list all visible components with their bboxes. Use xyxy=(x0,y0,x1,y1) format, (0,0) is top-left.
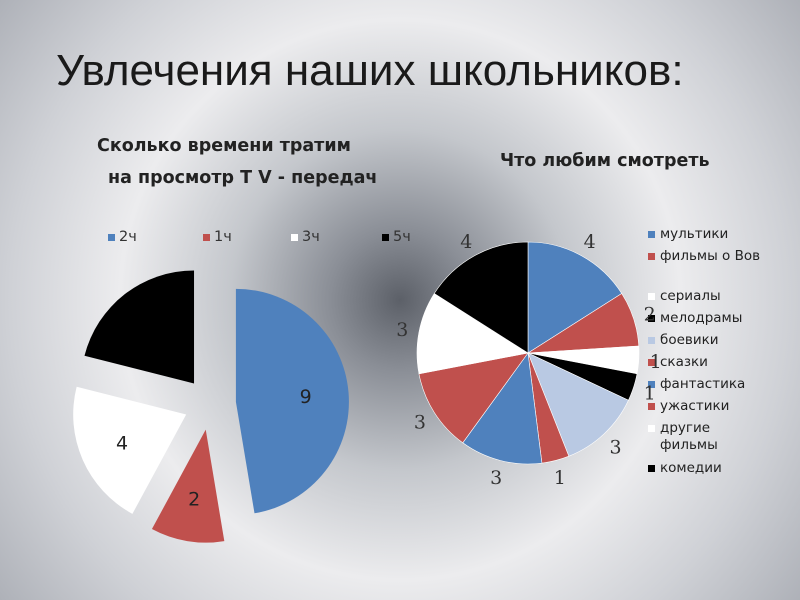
legend-swatch xyxy=(648,253,655,260)
pie2-data-label: 3 xyxy=(490,467,502,489)
chart2-title: Что любим смотреть xyxy=(500,151,710,171)
pie2-slice xyxy=(433,241,529,354)
legend-swatch xyxy=(648,359,655,366)
legend-label: фильмы о Вов xyxy=(660,248,761,264)
legend-label: сказки xyxy=(660,354,708,370)
pie1-slice xyxy=(84,270,195,384)
pie2-data-label: 1 xyxy=(554,467,566,489)
pie2-data-label: 4 xyxy=(584,231,596,253)
chart2-legend: мультики фильмы о Вов сериалы мелодрамы боев… xyxy=(648,226,798,482)
pie2-data-label: 3 xyxy=(610,436,622,458)
pie1-data-label: 9 xyxy=(300,386,312,408)
chart2-legend-item: другие фильмы xyxy=(648,420,798,460)
legend-label: мелодрамы xyxy=(660,310,743,326)
pie2-slice xyxy=(418,352,529,444)
legend-label: ужастики xyxy=(660,398,730,414)
pie1-slice xyxy=(73,386,187,514)
legend-label: сериалы xyxy=(660,288,721,304)
chart2-legend-item: мелодрамы xyxy=(648,310,798,332)
pie2-data-label: 2 xyxy=(644,303,656,325)
chart1-title-line2: на просмотр Т V - передач xyxy=(108,168,378,188)
legend-swatch xyxy=(648,293,655,300)
chart2-legend-item: ужастики xyxy=(648,398,798,420)
legend-label: 3ч xyxy=(302,229,320,245)
legend-label: фантастика xyxy=(660,376,746,392)
pie1-slice xyxy=(235,288,349,514)
legend-swatch xyxy=(203,233,210,241)
legend-swatch xyxy=(648,337,655,344)
chart2-legend-item: комедии xyxy=(648,460,798,482)
legend-swatch xyxy=(648,403,655,410)
legend-label: 2ч xyxy=(119,229,137,245)
pie1-slice xyxy=(151,429,225,543)
pie2-slice xyxy=(416,293,529,375)
legend-swatch xyxy=(648,315,655,322)
chart2-legend-item: сериалы xyxy=(648,288,798,310)
pie2-slice xyxy=(462,352,543,465)
pie2-data-label: 3 xyxy=(414,412,426,434)
slide-title: Увлечения наших школьников: xyxy=(56,46,684,95)
legend-swatch xyxy=(648,231,655,238)
chart1-legend-item: 5ч xyxy=(382,229,411,245)
chart1-legend-item: 3ч xyxy=(291,229,320,245)
legend-swatch xyxy=(291,233,298,241)
pie2-data-label: 4 xyxy=(460,231,472,253)
pie1-data-label: 2 xyxy=(188,489,200,511)
pie2-slice xyxy=(527,352,629,457)
chart1-legend-item: 2ч xyxy=(108,229,137,245)
chart2-legend-item: фильмы о Вов xyxy=(648,248,798,288)
legend-label: 5ч xyxy=(393,229,411,245)
legend-swatch xyxy=(382,233,389,241)
pie2-slice xyxy=(527,241,623,354)
pie2-data-label: 3 xyxy=(396,319,408,341)
pie2-data-label: 1 xyxy=(650,351,662,373)
chart2-legend-item: сказки xyxy=(648,354,798,376)
chart1-title-line1: Сколько времени тратим xyxy=(97,136,351,156)
legend-label: 1ч xyxy=(214,229,232,245)
legend-swatch xyxy=(108,233,115,241)
chart2-legend-item: мультики xyxy=(648,226,798,248)
legend-label: комедии xyxy=(660,460,722,476)
chart1-legend-item: 1ч xyxy=(203,229,232,245)
legend-swatch xyxy=(648,381,655,388)
legend-label: другие фильмы xyxy=(660,420,718,453)
pie1-data-label: 4 xyxy=(116,433,128,455)
pie2-data-label: 1 xyxy=(644,383,656,405)
legend-swatch xyxy=(648,465,655,472)
chart2-legend-item: фантастика xyxy=(648,376,798,398)
legend-label: мультики xyxy=(660,226,729,242)
legend-label: боевики xyxy=(660,332,719,348)
legend-swatch xyxy=(648,425,655,432)
chart2-legend-item: боевики xyxy=(648,332,798,354)
